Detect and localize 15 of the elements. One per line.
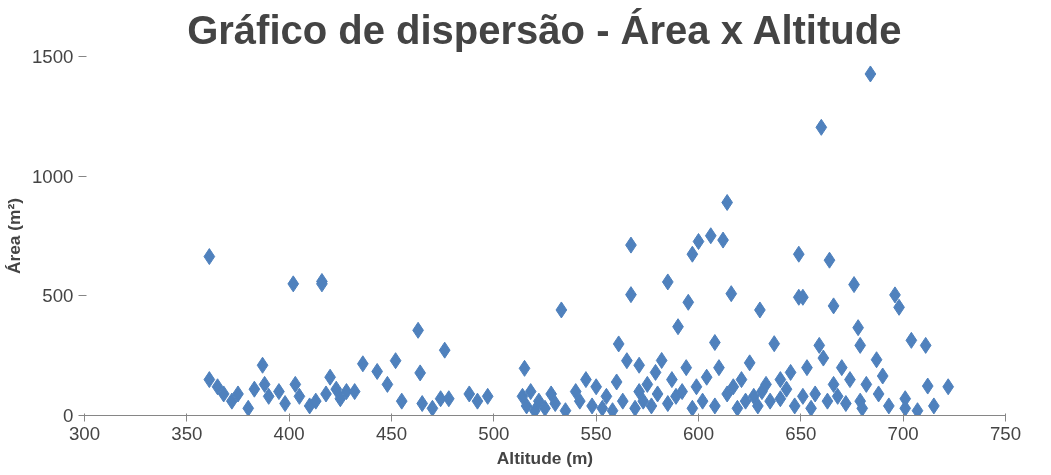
y-tick-label: 1000 [32, 165, 74, 187]
x-tick-label: 650 [785, 422, 817, 444]
x-axis-title: Altitude (m) [496, 447, 594, 468]
x-tick-label: 700 [887, 422, 919, 444]
chart-title: Gráfico de dispersão - Área x Altitude [187, 7, 902, 52]
y-tick-label: 1500 [32, 46, 74, 67]
x-tick-label: 750 [989, 422, 1022, 444]
x-tick-label: 450 [375, 422, 408, 444]
x-tick-label: 350 [171, 422, 203, 444]
x-tick-label: 550 [580, 422, 612, 444]
x-tick-label: 600 [682, 422, 715, 444]
y-tick-label: 500 [42, 285, 74, 307]
y-axis-title: Área (m²) [4, 197, 24, 275]
x-tick-label: 400 [273, 422, 305, 444]
x-tick-label: 500 [478, 422, 510, 444]
